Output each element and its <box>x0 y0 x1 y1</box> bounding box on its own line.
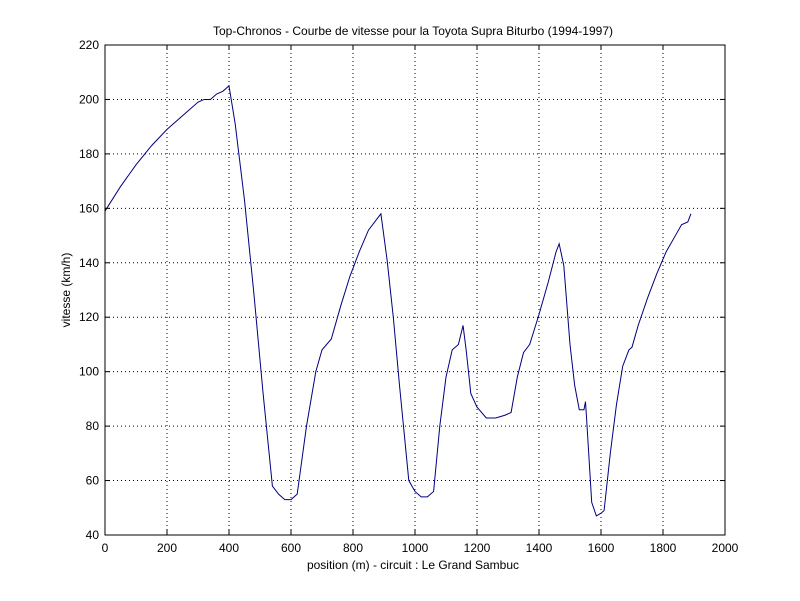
y-tick-label: 220 <box>79 38 99 52</box>
y-tick-label: 200 <box>79 92 99 106</box>
y-tick-label: 100 <box>79 365 99 379</box>
y-tick-label: 180 <box>79 147 99 161</box>
x-tick-label: 1200 <box>464 541 491 555</box>
y-tick-label: 120 <box>79 310 99 324</box>
axis-ticks: 0 200 400 600 800 1000 1200 1400 1600 1800 2000 40 6… <box>79 38 739 555</box>
x-tick-label: 1800 <box>650 541 677 555</box>
chart-title: Top-Chronos - Courbe de vitesse pour la … <box>213 24 613 38</box>
x-tick-label: 200 <box>157 541 177 555</box>
y-tick-label: 140 <box>79 256 99 270</box>
x-tick-label: 800 <box>343 541 363 555</box>
y-tick-label: 60 <box>86 474 100 488</box>
x-tick-label: 0 <box>102 541 109 555</box>
y-tick-label: 40 <box>86 528 100 542</box>
x-tick-label: 400 <box>219 541 239 555</box>
y-axis-label: vitesse (km/h) <box>59 253 73 328</box>
x-tick-label: 1600 <box>588 541 615 555</box>
y-tick-label: 80 <box>86 419 100 433</box>
x-axis-label: position (m) - circuit : Le Grand Sambuc <box>307 558 519 572</box>
x-tick-label: 2000 <box>712 541 739 555</box>
grid <box>105 45 725 535</box>
x-tick-label: 1400 <box>526 541 553 555</box>
speed-curve <box>104 84 692 517</box>
x-tick-label: 600 <box>281 541 301 555</box>
y-tick-label: 160 <box>79 201 99 215</box>
x-tick-label: 1000 <box>402 541 429 555</box>
